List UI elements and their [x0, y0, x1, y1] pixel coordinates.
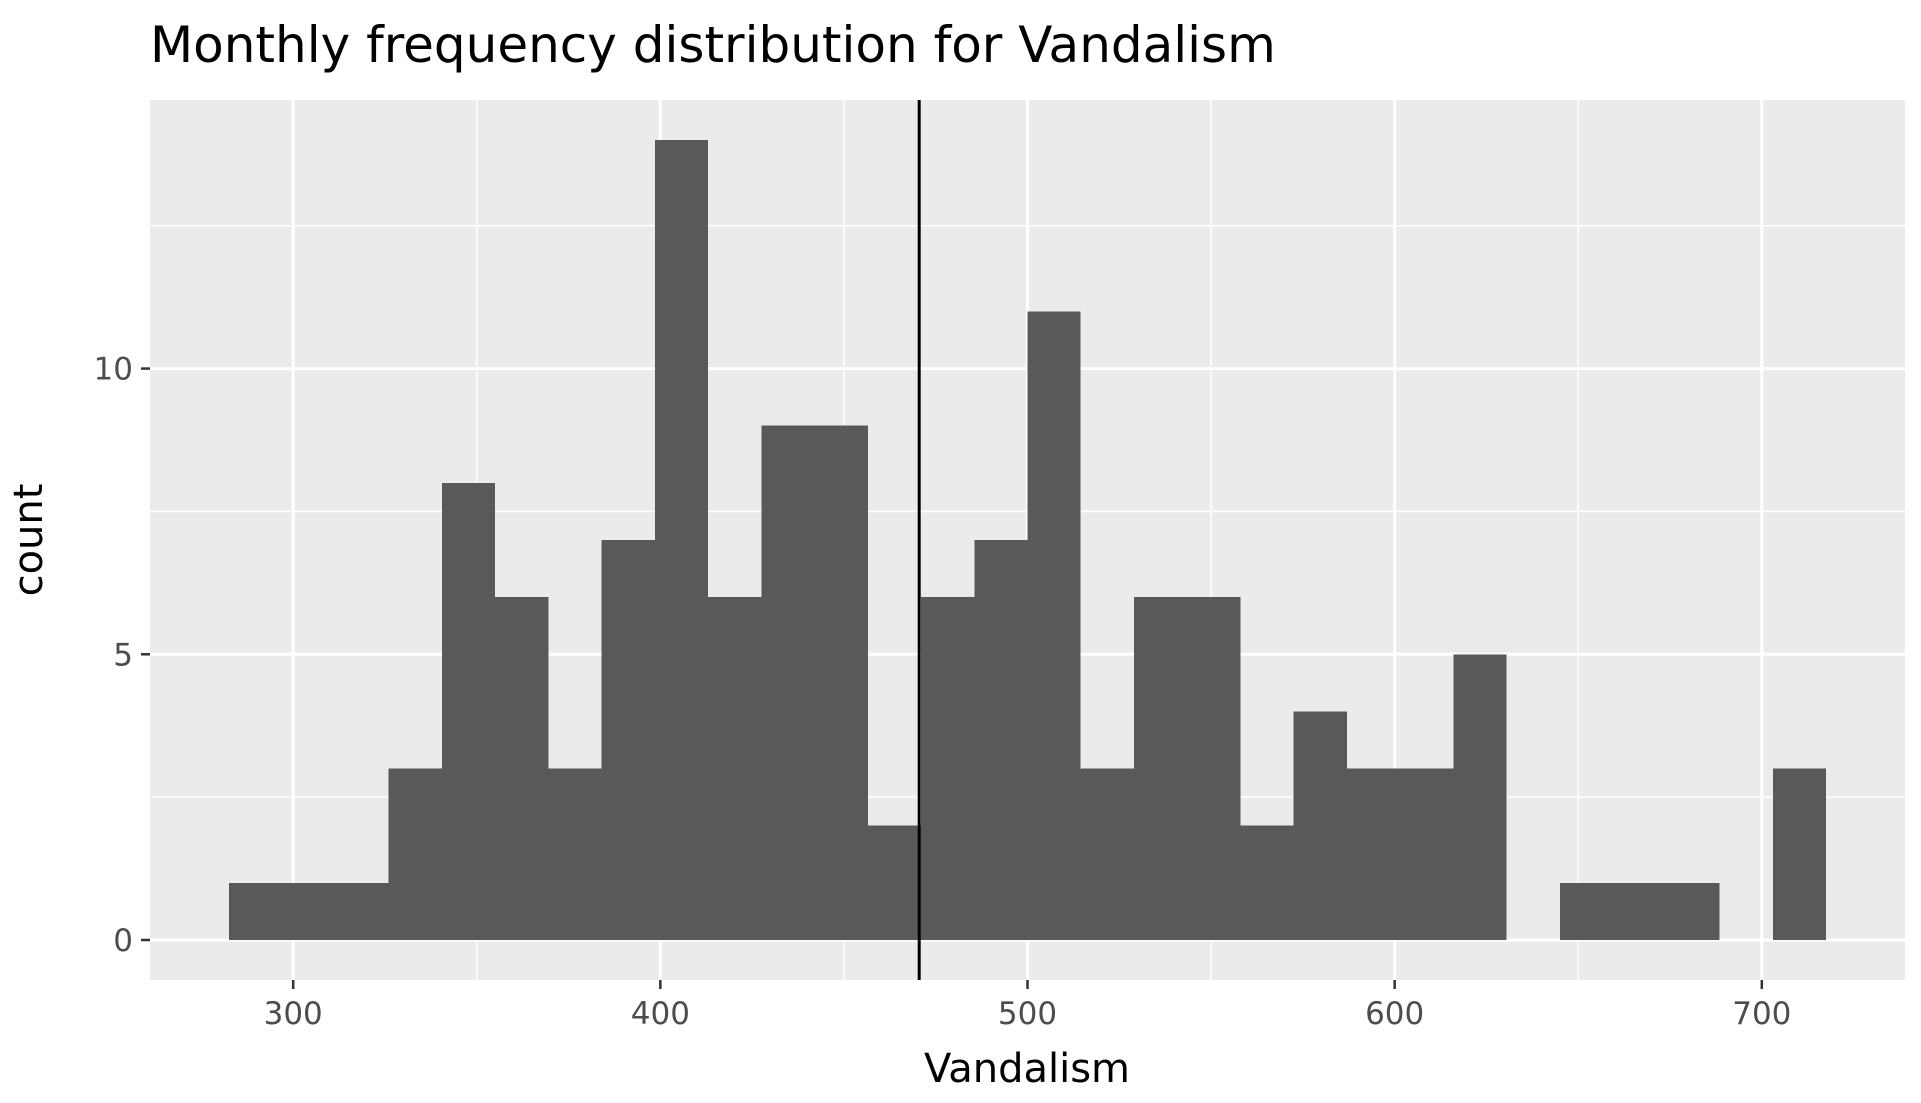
histogram-bars	[228, 140, 1827, 940]
histogram-bar	[1240, 825, 1294, 940]
histogram-bar	[1666, 882, 1720, 940]
histogram-bar	[1613, 882, 1667, 940]
histogram-bar	[388, 768, 442, 940]
histogram-bar	[1133, 597, 1188, 940]
x-tick-label: 400	[631, 996, 690, 1032]
x-tick-label: 600	[1365, 996, 1424, 1032]
histogram-bar	[1559, 882, 1614, 940]
histogram-bar	[974, 540, 1028, 940]
histogram-bar	[1080, 768, 1134, 940]
histogram-bar	[708, 597, 762, 940]
histogram-bar	[601, 540, 655, 940]
histogram-bar	[1453, 654, 1507, 940]
histogram-bar	[282, 882, 336, 940]
histogram-bar	[1772, 768, 1827, 940]
x-tick-label: 300	[264, 996, 323, 1032]
x-tick-label: 700	[1732, 996, 1791, 1032]
histogram-bar	[548, 768, 602, 940]
histogram-bar	[495, 597, 549, 940]
y-tick-label: 0	[113, 923, 133, 959]
x-axis: 300 400 500 600 700	[264, 980, 1791, 1032]
histogram-bar	[761, 425, 815, 940]
histogram-bar	[1400, 768, 1454, 940]
histogram-bar	[441, 482, 496, 940]
histogram-bar	[335, 882, 389, 940]
y-tick-label: 10	[94, 352, 133, 388]
histogram-bar	[921, 597, 975, 940]
chart-title: Monthly frequency distribution for Vanda…	[150, 16, 1276, 74]
x-tick-label: 500	[998, 996, 1057, 1032]
y-axis: 0 5 10	[94, 352, 150, 959]
histogram-bar	[1293, 711, 1347, 940]
histogram-bar	[228, 882, 283, 940]
histogram-bar	[814, 425, 868, 940]
histogram-bar	[867, 825, 922, 940]
y-tick-label: 5	[113, 637, 133, 673]
x-axis-title: Vandalism	[924, 1046, 1130, 1092]
histogram-bar	[1346, 768, 1401, 940]
y-axis-title: count	[6, 484, 52, 597]
histogram-bar	[1187, 597, 1241, 940]
histogram-bar	[1027, 311, 1081, 940]
histogram-bar	[654, 140, 709, 940]
